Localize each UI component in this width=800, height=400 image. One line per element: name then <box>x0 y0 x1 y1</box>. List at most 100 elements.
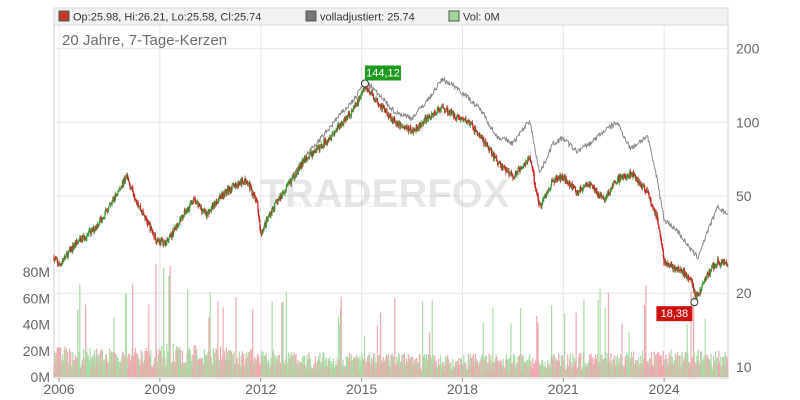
volume-bar <box>265 353 267 377</box>
candle-body <box>232 183 234 185</box>
volume-bar <box>536 316 538 377</box>
candle-body <box>553 180 555 183</box>
candle-body <box>678 270 681 272</box>
volume-bar <box>187 350 189 377</box>
candle-body <box>699 290 701 295</box>
price-tick-label: 20 <box>736 285 752 301</box>
volume-bar <box>466 368 468 377</box>
candle-body <box>557 177 559 181</box>
volume-bar <box>63 361 65 377</box>
volume-bar <box>373 364 375 377</box>
volume-bar <box>278 363 280 377</box>
volume-bar <box>452 370 455 377</box>
volume-bar <box>207 351 209 377</box>
volume-bar <box>716 357 719 377</box>
volume-bar <box>352 361 354 377</box>
candle-body <box>585 184 588 186</box>
candle-body <box>331 134 333 137</box>
volume-bar <box>225 347 227 377</box>
candle-body <box>181 215 184 218</box>
volume-bar <box>585 366 587 377</box>
candle-body <box>654 211 657 215</box>
volume-bar <box>314 367 316 377</box>
candle-body <box>589 183 591 188</box>
candle-body <box>547 189 549 193</box>
candle-body <box>223 191 225 197</box>
candle-body <box>594 188 596 191</box>
volume-bar <box>441 362 444 377</box>
volume-bar <box>121 351 124 377</box>
volume-bar <box>325 357 327 377</box>
candle-body <box>425 117 428 123</box>
candle-body <box>572 185 575 189</box>
volume-bar <box>670 349 672 377</box>
candle-body <box>236 184 238 187</box>
volume-bar <box>86 351 88 377</box>
candle-body <box>518 167 520 169</box>
candle-body <box>250 185 253 190</box>
candle-body <box>230 189 232 192</box>
volume-bar <box>500 360 502 377</box>
volume-bar <box>200 357 202 377</box>
volume-bar <box>143 366 145 377</box>
candle-body <box>580 189 582 191</box>
candle-body <box>459 119 461 121</box>
candle-body <box>460 117 462 119</box>
candle-body <box>599 193 601 197</box>
candle-body <box>611 187 613 191</box>
volume-bar <box>96 353 98 377</box>
volume-bar <box>201 357 203 377</box>
candle-body <box>484 141 486 143</box>
volume-bar <box>705 366 708 377</box>
candle-body <box>519 168 521 171</box>
candle-body <box>726 265 728 267</box>
candle-body <box>347 116 349 118</box>
volume-bar <box>209 292 211 377</box>
volume-bar <box>287 353 289 377</box>
candle-body <box>618 176 620 183</box>
volume-bar <box>535 363 537 377</box>
candle-body <box>538 200 540 205</box>
volume-bar <box>625 360 627 377</box>
volume-bar <box>285 359 287 377</box>
volume-bar <box>405 365 407 377</box>
volume-bar <box>537 322 539 377</box>
volume-bar <box>501 365 504 377</box>
candle-body <box>492 152 495 160</box>
volume-bar <box>709 362 711 377</box>
candle-body <box>430 118 432 119</box>
volume-bar <box>231 355 233 377</box>
candle-body <box>395 121 397 126</box>
candle-body <box>461 117 463 119</box>
candle-body <box>698 294 701 295</box>
candle-body <box>464 117 466 119</box>
candle-body <box>580 187 582 190</box>
volume-bar <box>285 291 287 377</box>
volume-bar <box>509 356 511 377</box>
volume-bar <box>366 361 368 377</box>
volume-bar <box>567 366 570 377</box>
candle-body <box>274 203 276 210</box>
candle-body <box>217 201 219 203</box>
candle-body <box>334 132 336 135</box>
candle-body <box>589 183 591 188</box>
candle-body <box>245 178 247 184</box>
candle-body <box>476 131 478 136</box>
candle-body <box>542 199 544 200</box>
candle-body <box>163 242 165 243</box>
candle-body <box>688 279 690 280</box>
volume-bar <box>675 356 677 377</box>
candle-body <box>420 125 422 127</box>
volume-bar <box>85 304 87 377</box>
candle-body <box>354 106 356 107</box>
candle-body <box>480 137 482 138</box>
candles <box>53 84 729 302</box>
candle-body <box>121 181 124 187</box>
candle-body <box>114 194 116 200</box>
candle-body <box>379 105 381 107</box>
candle-body <box>299 164 301 169</box>
volume-bar <box>321 367 323 377</box>
candle-body <box>150 226 152 231</box>
volume-bar <box>532 368 535 377</box>
volume-bar <box>83 365 85 377</box>
